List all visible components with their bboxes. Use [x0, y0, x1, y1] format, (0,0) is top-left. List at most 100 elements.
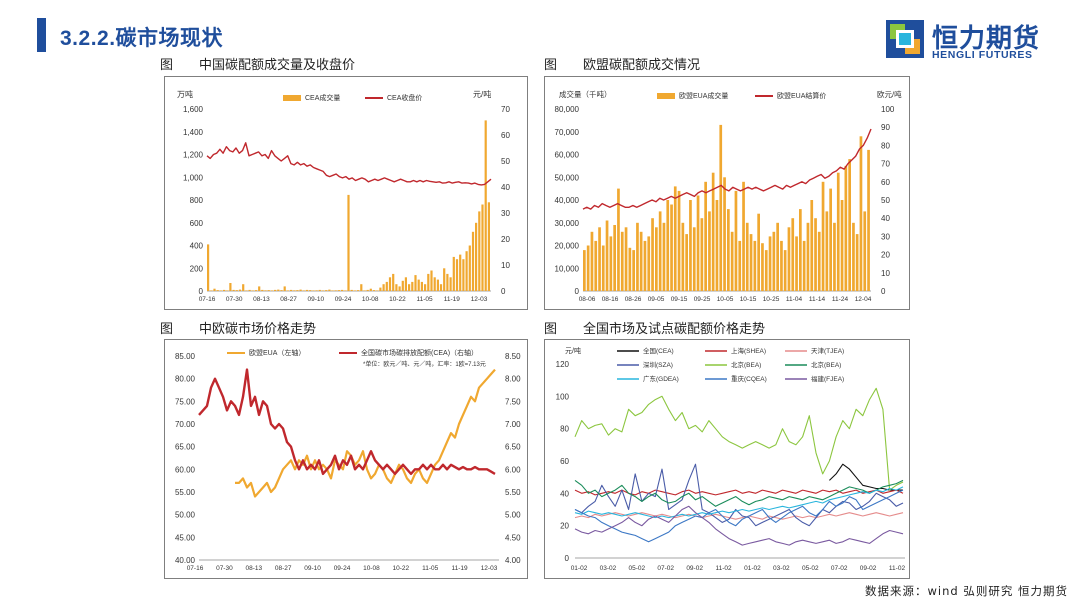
- volume-bar: [337, 290, 340, 291]
- y-right-tick: 90: [881, 123, 890, 132]
- volume-bar: [455, 259, 459, 291]
- volume-bar: [821, 181, 825, 291]
- volume-bar: [628, 247, 632, 291]
- volume-bar: [677, 190, 681, 291]
- volume-bar: [232, 289, 235, 291]
- series-line: [574, 479, 904, 507]
- volume-bar: [715, 200, 719, 291]
- volume-bar: [219, 290, 222, 291]
- x-tick: 11-05: [417, 296, 434, 303]
- x-tick: 11-02: [889, 565, 906, 572]
- y-right-tick: 8.50: [505, 352, 521, 361]
- y-right-tick: 5.50: [505, 488, 521, 497]
- volume-bar: [398, 286, 401, 291]
- volume-bar: [468, 245, 471, 291]
- volume-bar: [742, 181, 745, 291]
- volume-bar: [795, 236, 798, 291]
- y-left-tick: 60.00: [175, 465, 196, 474]
- x-tick: 09-15: [671, 296, 688, 303]
- y-tick: 60: [560, 457, 569, 466]
- volume-bar: [238, 289, 242, 291]
- volume-bar: [471, 231, 475, 291]
- series-line: [574, 505, 904, 546]
- volume-bar: [594, 240, 598, 291]
- y-right-tick: 8.00: [505, 375, 521, 384]
- volume-bar: [270, 290, 273, 291]
- volume-bar: [605, 220, 609, 291]
- x-tick: 09-05: [648, 296, 665, 303]
- y-left-tick: 30,000: [555, 219, 580, 228]
- volume-bar: [372, 290, 376, 291]
- volume-bar: [283, 286, 286, 291]
- y-left-tick: 85.00: [175, 352, 196, 361]
- volume-bar: [411, 281, 414, 291]
- volume-bar: [213, 288, 216, 291]
- y-right-tick: 7.50: [505, 397, 521, 406]
- volume-bar: [780, 240, 783, 291]
- legend-volume-label: 欧盟EUA成交量: [679, 91, 728, 100]
- x-tick: 09-10: [307, 296, 324, 303]
- volume-bar: [643, 240, 647, 291]
- volume-bar: [321, 290, 325, 291]
- brand-name-en: HENGLI FUTURES: [932, 49, 1033, 61]
- volume-bar: [414, 275, 417, 291]
- volume-bar: [309, 290, 312, 291]
- volume-bar: [254, 290, 258, 291]
- y-right-tick: 20: [881, 251, 890, 260]
- volume-bar: [427, 273, 430, 291]
- volume-bar: [251, 290, 254, 291]
- volume-bar: [863, 211, 867, 291]
- volume-bar: [662, 222, 666, 292]
- x-tick: 11-14: [809, 296, 826, 303]
- series-line: [574, 387, 904, 491]
- chart-pilot-svg: 元/吨 全国(CEA) 上海(SHEA) 天津(TJEA) 深圳(SZA) 北京(BEA)…: [556, 346, 906, 572]
- y-left-tick: 1,200: [183, 151, 204, 160]
- legend-label: 上海(SHEA): [731, 346, 766, 355]
- panel-caption-3: 图中欧碳市场价格走势: [160, 322, 317, 337]
- legend-label: 重庆(CQEA): [731, 374, 767, 383]
- volume-bar: [430, 270, 433, 291]
- volume-bar: [318, 289, 321, 291]
- chart-eu-china-price: 欧盟EUA（左轴） 全国碳市场碳排放配额(CEA)（右轴） *单位：欧元／吨、元／吨…: [164, 339, 528, 579]
- volume-bar: [229, 283, 232, 291]
- series-line: [574, 512, 904, 520]
- x-tick: 11-02: [715, 565, 732, 572]
- volume-bar: [859, 136, 863, 291]
- unit-label: 元/吨: [565, 346, 581, 355]
- y-right-tick: 20: [501, 235, 510, 244]
- volume-bar: [836, 172, 840, 291]
- volume-bar: [666, 200, 670, 291]
- x-tick: 09-02: [860, 565, 877, 572]
- legend-volume-swatch: [283, 95, 301, 101]
- y-left-tick: 80.00: [175, 375, 196, 384]
- volume-bar: [810, 200, 814, 291]
- y-right-tick: 60: [501, 131, 510, 140]
- panel-caption-4: 图全国市场及试点碳配额价格走势: [544, 322, 766, 337]
- volume-bar: [261, 289, 264, 291]
- x-tick: 11-04: [786, 296, 803, 303]
- volume-bar: [267, 290, 270, 291]
- volume-bar: [632, 250, 635, 291]
- volume-bar: [331, 290, 334, 291]
- y-right-tick: 50: [881, 196, 890, 205]
- volume-bar: [814, 218, 817, 291]
- volume-bar: [226, 290, 229, 291]
- chart-eu-cn-svg: 欧盟EUA（左轴） 全国碳市场碳排放配额(CEA)（右轴） *单位：欧元／吨、元／吨…: [175, 348, 521, 572]
- volume-bar: [772, 231, 776, 291]
- x-tick: 08-27: [280, 296, 297, 303]
- volume-bar: [452, 256, 455, 291]
- y-left-tick: 400: [190, 242, 204, 251]
- volume-bar: [757, 213, 760, 291]
- series-line: [574, 486, 904, 519]
- legend-eua-label: 欧盟EUA（左轴）: [249, 348, 305, 357]
- y-right-tick: 70: [501, 105, 510, 114]
- series-line: [829, 463, 903, 491]
- volume-bar: [207, 244, 210, 291]
- x-tick: 08-13: [253, 296, 270, 303]
- volume-bar: [385, 281, 388, 291]
- volume-bar: [692, 227, 696, 291]
- volume-bar: [855, 234, 859, 291]
- volume-bar: [296, 290, 299, 291]
- x-tick: 09-25: [694, 296, 711, 303]
- y-right-tick: 40: [501, 183, 510, 192]
